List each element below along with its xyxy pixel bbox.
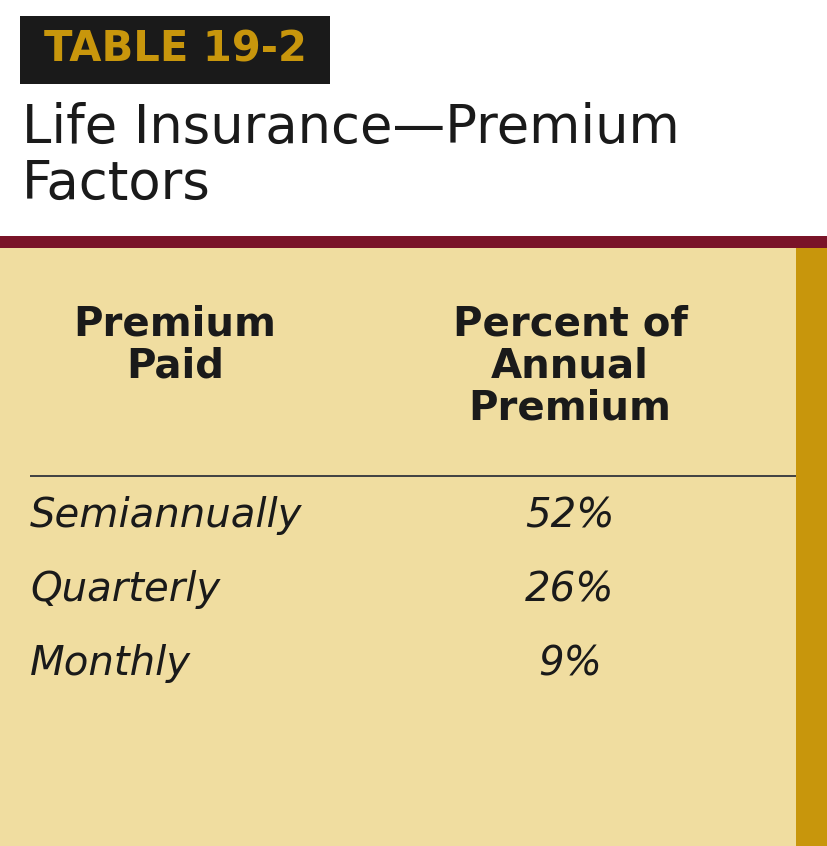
Bar bbox=[0, 236, 827, 248]
Bar bbox=[30, 475, 795, 477]
Text: Premium: Premium bbox=[468, 389, 671, 429]
Text: Monthly: Monthly bbox=[30, 644, 191, 683]
Bar bbox=[20, 16, 330, 84]
Text: Annual: Annual bbox=[490, 347, 648, 387]
Text: Percent of: Percent of bbox=[452, 305, 686, 345]
Bar bbox=[0, 248, 795, 846]
Text: 9%: 9% bbox=[538, 644, 601, 683]
Text: Paid: Paid bbox=[126, 347, 224, 387]
Bar bbox=[0, 0, 827, 240]
Text: Premium: Premium bbox=[74, 305, 276, 345]
Text: 52%: 52% bbox=[524, 496, 614, 535]
Text: Quarterly: Quarterly bbox=[30, 570, 220, 609]
Text: Semiannually: Semiannually bbox=[30, 496, 302, 535]
Text: 26%: 26% bbox=[524, 570, 614, 609]
Text: Factors: Factors bbox=[22, 158, 211, 210]
Bar bbox=[795, 248, 827, 846]
Text: Life Insurance—Premium: Life Insurance—Premium bbox=[22, 102, 679, 154]
Text: TABLE 19-2: TABLE 19-2 bbox=[44, 29, 306, 71]
